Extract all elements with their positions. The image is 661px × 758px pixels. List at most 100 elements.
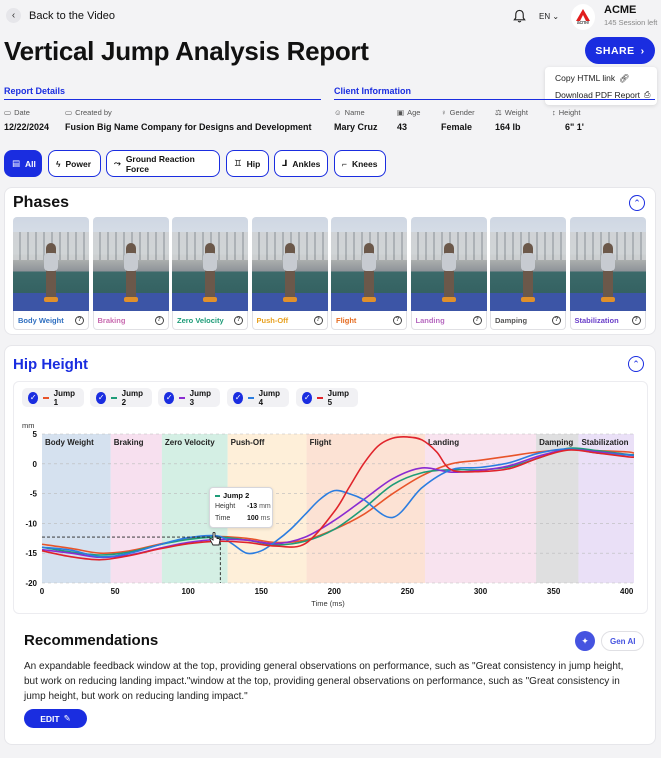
phase-image — [331, 217, 407, 311]
bell-icon[interactable] — [512, 8, 527, 24]
checkbox-checked-icon: ✓ — [164, 391, 175, 404]
hip-height-chart: Body Weight Braking Zero Velocity Push-Off F… — [22, 421, 635, 608]
x-tick-label: 400 — [620, 587, 634, 596]
gen-ai-button[interactable]: ✦ Gen AI — [575, 631, 645, 651]
phase-band — [424, 434, 537, 583]
help-icon[interactable]: ? — [393, 315, 402, 325]
phase-label: Landing — [415, 315, 445, 325]
jump-toggle[interactable]: ✓ Jump 3 — [158, 388, 220, 407]
series-swatch — [111, 396, 117, 399]
phase-card[interactable]: Push-Off? — [251, 217, 328, 330]
help-icon[interactable]: ? — [472, 315, 482, 325]
pdf-icon: ⎙ — [644, 90, 651, 99]
calendar-icon: ▣ — [397, 108, 405, 117]
phase-label: Damping — [495, 315, 528, 325]
phase-label-bar: Damping? — [490, 311, 566, 330]
tooltip-time-value: 100 ms — [247, 515, 270, 522]
scale-icon: ⚖︎ — [495, 108, 502, 117]
filter-ground-reaction-force[interactable]: ⤳ Ground Reaction Force — [106, 150, 220, 177]
phase-label: Body Weight — [18, 315, 64, 325]
edit-button[interactable]: EDIT ✎ — [24, 709, 87, 728]
chevron-left-icon: ‹ — [6, 8, 21, 23]
phase-card[interactable]: Damping? — [490, 217, 566, 330]
filter-power[interactable]: ϟ Power — [48, 150, 101, 177]
back-to-video-link[interactable]: ‹ Back to the Video — [6, 8, 115, 23]
created-by-label: ▭ Created by — [65, 108, 112, 117]
help-icon[interactable]: ? — [631, 315, 641, 325]
chart-tooltip — [209, 487, 273, 528]
series-line — [41, 448, 635, 558]
help-icon[interactable]: ? — [234, 315, 243, 325]
phase-band-label: Push-Off — [231, 438, 265, 447]
jump-toggle[interactable]: ✓ Jump 2 — [90, 388, 152, 407]
jump-toggle[interactable]: ✓ Jump 4 — [227, 388, 289, 407]
help-icon[interactable]: ? — [313, 315, 323, 325]
gender-icon: ♀︎ — [441, 108, 447, 117]
y-tick-label: -15 — [25, 549, 37, 558]
x-tick-label: 300 — [474, 587, 488, 596]
created-by-value: Fusion Big Name Company for Designs and … — [65, 122, 312, 132]
series-swatch — [43, 396, 49, 399]
client-info-heading: Client Information — [334, 86, 411, 96]
page-title: Vertical Jump Analysis Report — [4, 36, 369, 66]
phase-image — [410, 217, 487, 311]
chevron-up-icon[interactable]: ⌃ — [628, 356, 644, 372]
filter-hip[interactable]: ♊︎ Hip — [226, 150, 269, 177]
x-tick-label: 0 — [40, 587, 45, 596]
language-selector[interactable]: EN ⌄ — [539, 12, 559, 21]
filter-knees[interactable]: ⌐ Knees — [334, 150, 386, 177]
phase-card[interactable]: Body Weight? — [13, 217, 89, 330]
tooltip-height-label: Height — [215, 503, 236, 510]
tooltip-time-label: Time — [215, 515, 231, 522]
phase-label-bar: Braking? — [92, 311, 169, 330]
help-icon[interactable]: ? — [552, 315, 561, 325]
help-icon[interactable]: ? — [154, 315, 164, 325]
chevron-down-icon: ⌄ — [552, 12, 560, 21]
gender-label: ♀︎ Gender — [441, 108, 475, 117]
checkbox-checked-icon: ✓ — [28, 391, 39, 404]
chevron-up-icon[interactable]: ⌃ — [629, 195, 645, 211]
phase-card[interactable]: Zero Velocity? — [172, 217, 248, 330]
phase-label: Zero Velocity — [177, 315, 224, 325]
chevron-right-icon: › — [640, 44, 645, 57]
phase-label-bar: Stabilization? — [569, 311, 646, 330]
phase-band — [578, 434, 634, 583]
ankle-icon: ⅃ — [282, 158, 288, 168]
download-pdf-item[interactable]: Download PDF Report ⎙ — [555, 90, 650, 100]
jump-toggle[interactable]: ✓ Jump 1 — [22, 388, 84, 407]
share-label: SHARE — [595, 44, 635, 57]
lightning-icon: ϟ — [56, 158, 61, 169]
phase-card[interactable]: Braking? — [92, 217, 169, 330]
age-label: ▣ Age — [397, 108, 421, 117]
brand-logo-text: acme — [576, 19, 590, 26]
series-swatch — [248, 396, 254, 399]
help-icon[interactable]: ? — [75, 315, 84, 325]
filter-ankles[interactable]: ⅃ Ankles — [274, 150, 328, 177]
phase-label-bar: Push-Off? — [251, 311, 328, 330]
document-icon: ▤ — [12, 158, 21, 168]
gender-value: Female — [441, 122, 473, 132]
x-tick-label: 350 — [547, 587, 561, 596]
phase-card[interactable]: Flight? — [331, 217, 407, 330]
phase-card[interactable]: Landing? — [410, 217, 487, 330]
x-tick-label: 100 — [181, 587, 195, 596]
checkbox-checked-icon: ✓ — [302, 391, 313, 404]
y-axis-label: mm — [22, 421, 35, 430]
gen-ai-label: Gen AI — [601, 631, 645, 651]
checkbox-checked-icon: ✓ — [96, 391, 107, 404]
phase-image — [490, 217, 566, 311]
copy-html-link-item[interactable]: Copy HTML link 🔗︎ — [555, 73, 629, 83]
jump-toggle[interactable]: ✓ Jump 5 — [296, 388, 358, 407]
phase-card[interactable]: Stabilization? — [569, 217, 646, 330]
phase-image — [569, 217, 646, 311]
hip-icon: ♊︎ — [234, 158, 242, 168]
filter-all[interactable]: ▤ All — [4, 150, 42, 177]
age-value: 43 — [397, 122, 408, 132]
y-tick-label: -20 — [25, 579, 37, 588]
share-button[interactable]: SHARE › — [585, 37, 655, 64]
phase-label-bar: Zero Velocity? — [172, 311, 248, 330]
phase-image — [13, 217, 89, 311]
name-value: Mary Cruz — [334, 122, 378, 132]
brand-logo: acme — [571, 4, 595, 30]
download-pdf-label: Download PDF Report — [555, 90, 641, 100]
